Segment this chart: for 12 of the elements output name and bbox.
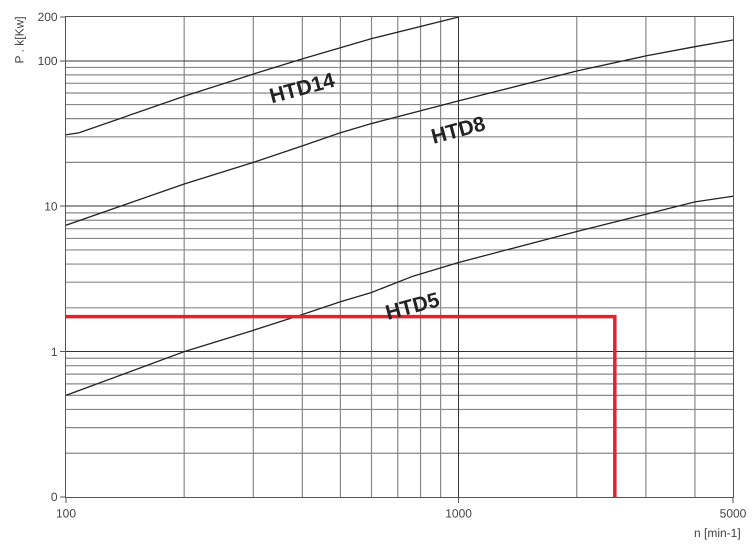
text: HTD8 xyxy=(428,112,488,149)
y-tick-label: 1 xyxy=(50,344,58,359)
x-tick-label: 5000 xyxy=(720,506,747,520)
text: HTD5 xyxy=(383,288,442,325)
y-tick-label: 0 xyxy=(50,490,58,504)
y-axis-title: P . k[Kw] xyxy=(12,16,26,64)
x-tick-label: 1000 xyxy=(445,506,472,520)
y-tick-label: 10 xyxy=(44,199,58,214)
text: HTD14 xyxy=(267,68,338,108)
x-axis-title: n [min-1] xyxy=(694,526,741,540)
y-tick-label: 200 xyxy=(38,10,58,24)
y-tick-label: 100 xyxy=(38,54,58,68)
